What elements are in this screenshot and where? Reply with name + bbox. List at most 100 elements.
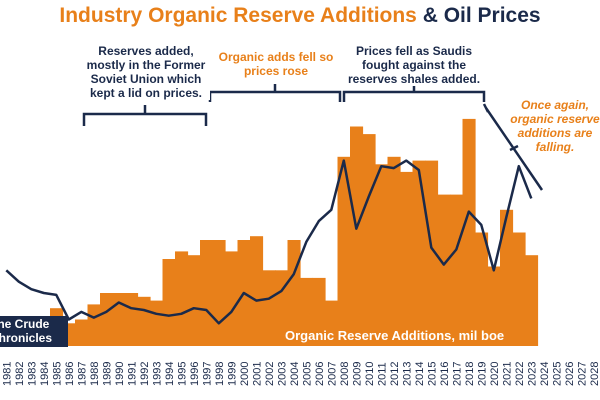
annotation-far-right: Once again, organic reserve additions ar… [510, 98, 600, 154]
x-tick-1996: 1996 [189, 362, 201, 386]
x-tick-2004: 2004 [289, 362, 301, 386]
brand-logo: The Crude Chronicles [0, 316, 68, 347]
x-tick-2025: 2025 [551, 362, 563, 386]
x-tick-2013: 2013 [401, 362, 413, 386]
bar-2009 [350, 126, 364, 346]
bar-1987 [75, 319, 89, 346]
bar-2021 [500, 209, 514, 346]
x-tick-2012: 2012 [389, 362, 401, 386]
x-tick-2009: 2009 [351, 362, 363, 386]
bar-1998 [212, 240, 226, 346]
x-tick-1982: 1982 [14, 362, 26, 386]
x-tick-2027: 2027 [576, 362, 588, 386]
x-tick-1999: 1999 [226, 362, 238, 386]
x-tick-2024: 2024 [539, 362, 551, 386]
title-part-navy: & Oil Prices [416, 4, 541, 27]
x-tick-1992: 1992 [139, 362, 151, 386]
x-tick-2000: 2000 [239, 362, 251, 386]
x-tick-1985: 1985 [51, 362, 63, 386]
bar-2006 [312, 277, 326, 346]
x-tick-2011: 2011 [376, 362, 388, 386]
bar-2018 [462, 118, 476, 347]
x-tick-2020: 2020 [489, 362, 501, 386]
chart-title: Industry Organic Reserve Additions & Oil… [0, 4, 600, 28]
x-tick-2001: 2001 [251, 362, 263, 386]
oil-price-line [5, 159, 533, 325]
bar-1991 [125, 293, 139, 346]
bar-2011 [375, 164, 389, 346]
brand-line1: The Crude [0, 317, 50, 331]
x-tick-1994: 1994 [164, 362, 176, 386]
x-tick-2005: 2005 [301, 362, 313, 386]
brand-line2: Chronicles [0, 331, 53, 345]
x-tick-2016: 2016 [439, 362, 451, 386]
bar-1993 [150, 300, 164, 346]
bar-2014 [412, 160, 426, 346]
x-tick-2015: 2015 [426, 362, 438, 386]
bar-1997 [200, 240, 214, 346]
bar-1994 [162, 259, 176, 346]
bar-2016 [437, 194, 451, 346]
bracket-right [342, 84, 486, 102]
bar-2020 [487, 266, 501, 346]
bar-2017 [450, 194, 464, 346]
x-tick-1990: 1990 [114, 362, 126, 386]
bar-1995 [175, 251, 189, 346]
bar-2022 [512, 232, 526, 346]
x-tick-2019: 2019 [476, 362, 488, 386]
bar-1996 [187, 255, 201, 346]
bar-2002 [262, 270, 276, 346]
x-tick-2014: 2014 [414, 362, 426, 386]
x-tick-2008: 2008 [339, 362, 351, 386]
bar-2005 [300, 277, 314, 346]
bar-2023 [525, 255, 539, 346]
annotation-right: Prices fell as Saudis fought against the… [344, 44, 484, 86]
bar-2013 [400, 171, 414, 346]
x-tick-2022: 2022 [514, 362, 526, 386]
bar-2012 [387, 156, 401, 346]
x-tick-2002: 2002 [264, 362, 276, 386]
x-tick-1989: 1989 [101, 362, 113, 386]
x-tick-1993: 1993 [151, 362, 163, 386]
bar-2001 [250, 236, 264, 346]
x-tick-2028: 2028 [589, 362, 600, 386]
bracket-far-right [482, 103, 544, 191]
bar-2019 [475, 232, 489, 346]
title-part-orange: Industry Organic Reserve Additions [59, 4, 417, 27]
bar-2008 [337, 156, 351, 346]
bracket-left [82, 105, 208, 126]
x-tick-2026: 2026 [564, 362, 576, 386]
x-tick-1991: 1991 [126, 362, 138, 386]
x-tick-2017: 2017 [451, 362, 463, 386]
x-tick-1998: 1998 [214, 362, 226, 386]
bar-1989 [100, 293, 114, 346]
series-label: Organic Reserve Additions, mil boe [285, 328, 505, 343]
bar-1999 [225, 251, 239, 346]
bar-2003 [275, 270, 289, 346]
x-tick-2006: 2006 [314, 362, 326, 386]
x-tick-1983: 1983 [26, 362, 38, 386]
bar-2015 [425, 160, 439, 346]
annotation-left: Reserves added, mostly in the Former Sov… [82, 44, 210, 100]
bar-1992 [137, 296, 151, 346]
annotation-middle: Organic adds fell so prices rose [214, 50, 338, 78]
bracket-middle [208, 84, 342, 102]
x-tick-1995: 1995 [176, 362, 188, 386]
x-tick-1984: 1984 [39, 362, 51, 386]
x-tick-1987: 1987 [76, 362, 88, 386]
x-tick-2010: 2010 [364, 362, 376, 386]
bar-1990 [112, 293, 126, 346]
x-tick-2018: 2018 [464, 362, 476, 386]
bar-2010 [362, 134, 376, 346]
x-tick-2021: 2021 [501, 362, 513, 386]
x-tick-1997: 1997 [201, 362, 213, 386]
bar-2007 [325, 300, 339, 346]
x-tick-1986: 1986 [64, 362, 76, 386]
x-tick-1981: 1981 [1, 362, 13, 386]
x-tick-2003: 2003 [276, 362, 288, 386]
x-tick-2007: 2007 [326, 362, 338, 386]
bar-1988 [87, 304, 101, 346]
x-tick-2023: 2023 [526, 362, 538, 386]
